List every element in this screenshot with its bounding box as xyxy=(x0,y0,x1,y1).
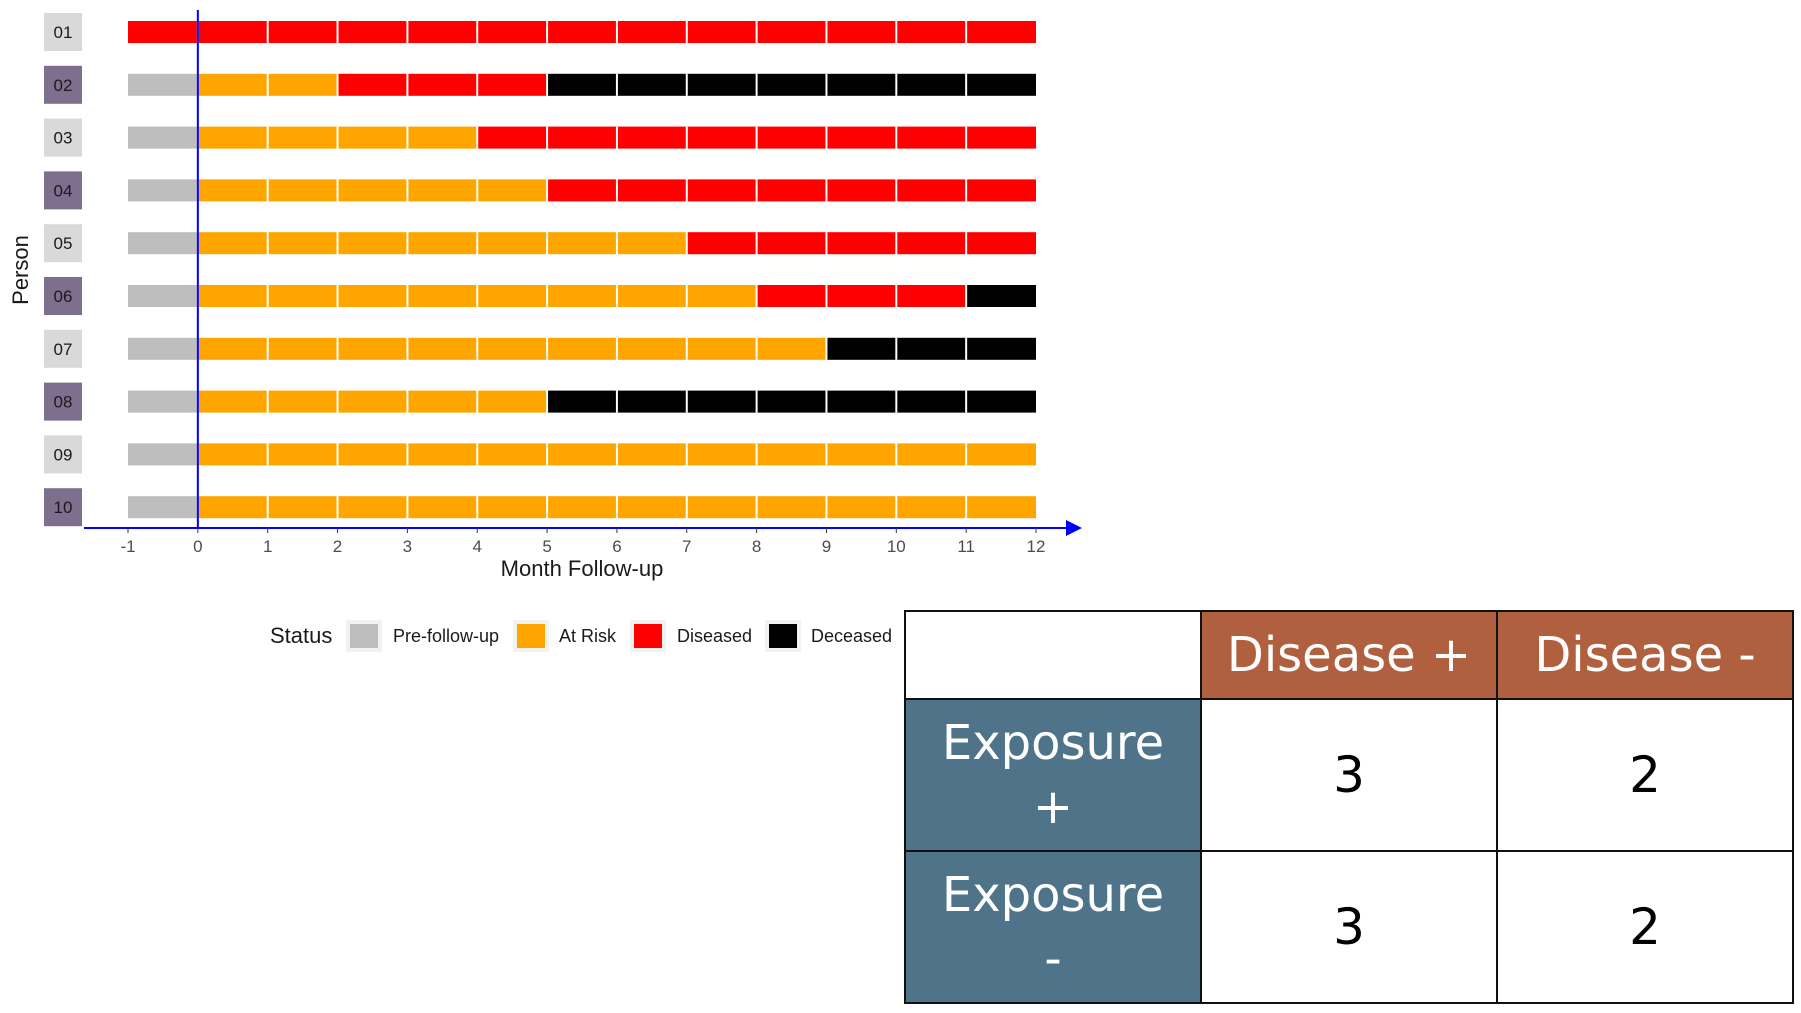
bar-segment-dis xyxy=(686,232,1036,255)
table-cell: 2 xyxy=(1496,850,1794,1004)
person-label-box xyxy=(44,118,82,157)
x-tick-label: 2 xyxy=(333,537,342,556)
bar-segment-dis xyxy=(337,73,548,96)
person-label: 04 xyxy=(54,181,73,200)
x-tick-label: 3 xyxy=(403,537,412,556)
bar-segment-dis xyxy=(128,21,1036,43)
legend-swatch-dis xyxy=(634,624,662,648)
table-corner-cell xyxy=(904,610,1202,700)
x-axis-title: Month Follow-up xyxy=(501,556,664,581)
x-tick-label: 9 xyxy=(822,537,831,556)
bar-segment-risk xyxy=(197,232,687,255)
x-tick-label: 10 xyxy=(887,537,906,556)
x-tick-label: 7 xyxy=(682,537,691,556)
row-header-sign: + xyxy=(1032,779,1074,835)
bar-segment-pre xyxy=(128,179,198,202)
bar-segment-risk xyxy=(197,390,548,413)
person-label-box xyxy=(44,488,82,527)
x-tick-label: 11 xyxy=(957,537,975,556)
legend-title: Status xyxy=(270,623,332,648)
table-cell: 3 xyxy=(1200,698,1498,852)
person-label: 09 xyxy=(54,445,73,464)
x-tick-label: 6 xyxy=(612,537,621,556)
bar-segment-risk xyxy=(197,337,827,360)
bar-segment-dec xyxy=(547,73,1036,96)
bar-segment-pre xyxy=(128,496,198,519)
table-header-row: Disease + Disease - xyxy=(904,610,1794,700)
table-cell: 3 xyxy=(1200,850,1498,1004)
bar-segment-pre xyxy=(128,337,198,360)
x-axis-arrow xyxy=(1066,520,1082,536)
person-label: 03 xyxy=(54,129,73,148)
person-label-box xyxy=(44,277,82,315)
bar-segment-pre xyxy=(128,126,198,149)
bar-segment-risk xyxy=(197,179,548,202)
table-cell: 2 xyxy=(1496,698,1794,852)
row-header-label: Exposure xyxy=(941,867,1165,923)
person-label-box xyxy=(44,171,82,210)
person-label-box xyxy=(44,329,82,368)
x-tick-label: 8 xyxy=(752,537,761,556)
x-tick-label: 1 xyxy=(263,537,272,556)
table-row-exposure-negative: Exposure - 3 2 xyxy=(904,850,1794,1004)
person-label-box xyxy=(44,65,82,104)
x-tick-label: 12 xyxy=(1027,537,1046,556)
legend-swatch-dec xyxy=(769,624,797,648)
bar-segment-pre xyxy=(128,232,198,255)
person-label: 10 xyxy=(54,498,73,517)
legend-label: Deceased xyxy=(811,626,892,646)
person-label-box xyxy=(44,224,82,263)
column-header-disease-negative: Disease - xyxy=(1496,610,1794,700)
contingency-table: Disease + Disease - Exposure + 3 2 Expos… xyxy=(904,610,1794,1004)
person-label: 02 xyxy=(54,76,73,95)
row-header-sign: - xyxy=(1044,931,1062,987)
bar-segment-pre xyxy=(128,285,198,307)
bar-segment-pre xyxy=(128,73,198,96)
x-tick-label: 4 xyxy=(472,537,481,556)
person-label: 05 xyxy=(54,234,73,253)
legend-label: Pre-follow-up xyxy=(393,626,499,646)
bar-segment-pre xyxy=(128,443,198,466)
legend-label: At Risk xyxy=(559,626,617,646)
person-label: 08 xyxy=(54,393,73,412)
row-header-label: Exposure xyxy=(941,715,1165,771)
column-header-disease-positive: Disease + xyxy=(1200,610,1498,700)
row-header-exposure-negative: Exposure - xyxy=(904,850,1202,1004)
x-tick-label: -1 xyxy=(120,537,135,556)
person-label: 07 xyxy=(54,340,73,359)
row-header-exposure-positive: Exposure + xyxy=(904,698,1202,852)
person-label-box xyxy=(44,13,82,51)
bar-segment-dec xyxy=(966,285,1036,307)
bar-segment-dec xyxy=(826,337,1036,360)
bar-segment-dec xyxy=(547,390,1036,413)
legend-swatch-pre xyxy=(350,624,378,648)
person-label-box xyxy=(44,435,82,474)
person-label: 06 xyxy=(54,287,73,306)
bar-segment-dis xyxy=(547,179,1036,202)
person-label-box xyxy=(44,382,82,421)
x-tick-label: 5 xyxy=(542,537,551,556)
bar-segment-pre xyxy=(128,390,198,413)
legend-swatch-risk xyxy=(517,624,545,648)
bar-segment-dis xyxy=(756,285,967,307)
y-axis-title: Person xyxy=(8,235,33,305)
table-row-exposure-positive: Exposure + 3 2 xyxy=(904,698,1794,852)
x-tick-label: 0 xyxy=(193,537,202,556)
person-label: 01 xyxy=(54,23,73,42)
legend-label: Diseased xyxy=(677,626,752,646)
